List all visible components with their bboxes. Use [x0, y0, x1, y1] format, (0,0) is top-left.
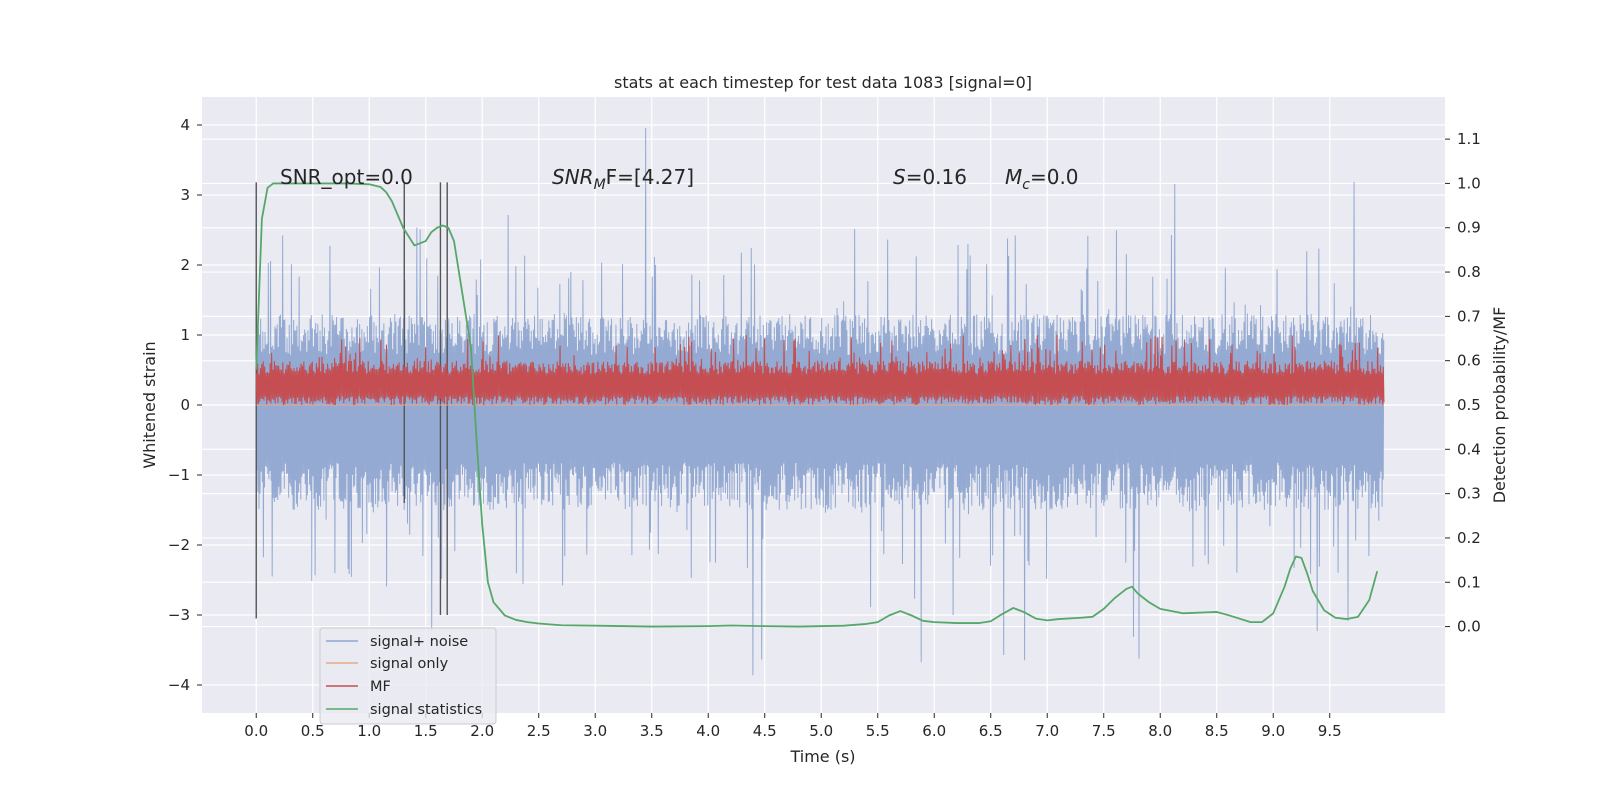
legend-label-signal-noise: signal+ noise	[370, 634, 468, 650]
y-right-tick-label: 1.1	[1457, 130, 1481, 148]
y-right-tick-label: 0.8	[1457, 263, 1481, 281]
x-tick-label: 6.5	[979, 722, 1003, 740]
annotation-mc-rest: =0.0	[1030, 165, 1079, 189]
x-tick-label: 5.0	[809, 722, 833, 740]
annotation-s: S=0.16	[893, 165, 967, 189]
x-tick-label: 6.0	[922, 722, 946, 740]
mf-series	[255, 334, 1385, 406]
y-left-tick-label: 3	[180, 186, 190, 204]
x-tick-label: 2.5	[527, 722, 551, 740]
y-right-tick-label: 1.0	[1457, 174, 1481, 192]
y-axis-right-label: Detection probability/MF	[1490, 307, 1509, 504]
y-right-tick-label: 0.1	[1457, 573, 1481, 591]
y-left-tick-label: 4	[180, 116, 190, 134]
y-right-tick-label: 0.3	[1457, 485, 1481, 503]
y-left-tick-label: −4	[168, 676, 190, 694]
x-tick-label: 7.0	[1035, 722, 1059, 740]
x-tick-label: 1.5	[414, 722, 438, 740]
x-tick-label: 4.5	[753, 722, 777, 740]
y-axis-left-label: Whitened strain	[140, 341, 159, 468]
y-right-tick-label: 0.7	[1457, 307, 1481, 325]
x-tick-label: 0.5	[301, 722, 325, 740]
x-tick-label: 1.0	[357, 722, 381, 740]
y-right-tick-label: 0.9	[1457, 219, 1481, 237]
x-tick-label: 5.5	[866, 722, 890, 740]
legend: signal+ noise signal only MF signal stat…	[319, 627, 497, 725]
x-tick-label: 9.0	[1261, 722, 1285, 740]
y-left-tick-label: 2	[180, 256, 190, 274]
annotation-mc-var: M	[1005, 165, 1022, 189]
y-left-tick-label: −2	[168, 536, 190, 554]
y-left-tick-label: −1	[168, 466, 190, 484]
chart-title: stats at each timestep for test data 108…	[614, 73, 1032, 92]
y-left-tick-label: 1	[180, 326, 190, 344]
x-tick-label: 3.0	[583, 722, 607, 740]
x-tick-label: 4.0	[696, 722, 720, 740]
legend-label-signal-only: signal only	[370, 656, 449, 672]
x-tick-label: 8.0	[1148, 722, 1172, 740]
legend-box	[319, 627, 497, 725]
annotation-s-rest: =0.16	[906, 165, 967, 189]
x-tick-label: 9.5	[1318, 722, 1342, 740]
y-right-tick-label: 0.0	[1457, 618, 1481, 636]
annotation-snr-opt: SNR_opt=0.0	[280, 165, 413, 189]
signal-statistics-line	[255, 182, 1379, 628]
annotation-mc-sub: c	[1022, 177, 1030, 193]
legend-label-mf: MF	[370, 679, 391, 695]
annotation-mc: Mc=0.0	[1005, 165, 1079, 193]
x-axis-label: Time (s)	[789, 747, 855, 766]
annotation-snr-mf-var: SNR	[552, 165, 594, 189]
y-right-tick-label: 0.5	[1457, 396, 1481, 414]
annotation-s-var: S	[893, 165, 906, 189]
y-right-tick-label: 0.2	[1457, 529, 1481, 547]
annotation-snr-mf-sub: M	[594, 177, 606, 193]
annotation-snr-mf-rest: F=[4.27]	[606, 165, 694, 189]
x-tick-label: 7.5	[1092, 722, 1116, 740]
annotation-snr-mf: SNRMF=[4.27]	[552, 165, 694, 193]
x-tick-label: 8.5	[1205, 722, 1229, 740]
mf-line	[255, 334, 1385, 406]
y-right-tick-label: 0.4	[1457, 440, 1481, 458]
x-tick-label: 3.5	[640, 722, 664, 740]
y-right-tick-label: 0.6	[1457, 352, 1481, 370]
tick-layer: 0.0 0.5 1.0 1.5 2.0 2.5 3.0 3.5 4.0 4.5 5.0 5.5 6.0 6…	[168, 116, 1481, 740]
legend-label-signal-statistics: signal statistics	[370, 702, 482, 718]
y-left-tick-label: 0	[180, 396, 190, 414]
y-left-tick-label: −3	[168, 606, 190, 624]
x-tick-label: 0.0	[244, 722, 268, 740]
x-tick-label: 2.0	[470, 722, 494, 740]
signal-statistics-series	[255, 182, 1379, 628]
